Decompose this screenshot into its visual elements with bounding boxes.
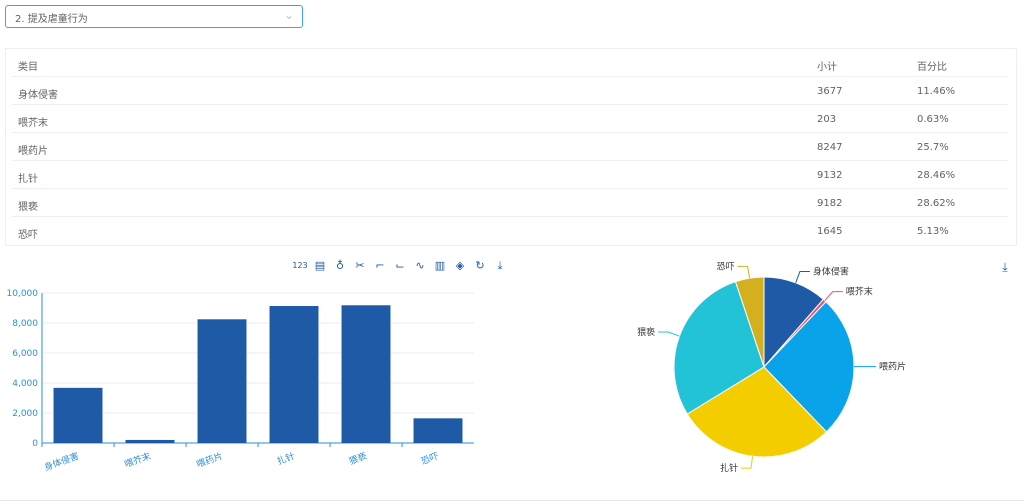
row-count: 1645 [817, 226, 843, 237]
crop-icon[interactable]: ⌐ [375, 259, 385, 272]
row-percent: 11.46% [917, 86, 956, 97]
award-icon[interactable]: ♁ [335, 259, 345, 272]
pie-slice[interactable] [673, 280, 765, 415]
pie-label-line [741, 456, 754, 469]
table-row: 猥亵 9182 28.62% [12, 189, 1008, 217]
header-count: 小计 [817, 62, 837, 73]
bar[interactable] [341, 305, 391, 443]
pie-label-line [658, 331, 680, 337]
row-count: 9132 [817, 170, 843, 181]
x-tick-label: 恐吓 [420, 451, 441, 467]
table-row: 喂芥末 203 0.63% [12, 105, 1008, 133]
row-category: 喂药片 [18, 146, 48, 157]
row-count: 8247 [817, 142, 843, 153]
row-category: 身体侵害 [18, 90, 58, 101]
y-tick-label: 6,000 [12, 349, 38, 359]
line-chart-icon[interactable]: ∿ [415, 259, 425, 272]
table-row: 喂药片 8247 25.7% [12, 133, 1008, 161]
category-select[interactable]: 2. 提及虐童行为 ⌄ [5, 5, 303, 28]
header-category: 类目 [18, 62, 38, 73]
chart-toolbar: 123 ▤ ♁ ✂ ⌐ ⌙ ∿ ▥ ◈ ↻ ⤓ [292, 259, 507, 273]
y-tick-label: 0 [32, 439, 38, 449]
pie-label: 喂芥末 [846, 286, 873, 298]
x-tick-label: 身体侵害 [42, 450, 80, 474]
row-category: 喂芥末 [18, 118, 48, 129]
y-tick-label: 10,000 [7, 289, 39, 299]
refresh-icon[interactable]: ↻ [475, 259, 485, 272]
bar[interactable] [125, 439, 175, 443]
pie-label-line [824, 291, 843, 301]
row-percent: 28.46% [917, 170, 956, 181]
row-count: 203 [817, 114, 837, 125]
bar[interactable] [53, 387, 103, 443]
bar[interactable] [269, 306, 319, 443]
bar-chart: 0 2,000 4,000 6,000 8,000 10,000 身体侵害 喂芥末 喂药片 扎针 猥… [7, 289, 474, 474]
pie-label: 扎针 [720, 462, 738, 474]
x-tick-label: 扎针 [275, 450, 296, 467]
pie-label: 猥亵 [637, 326, 655, 338]
pie-label-line [737, 265, 751, 279]
category-select-value: 2. 提及虐童行为 [15, 14, 88, 25]
bar-chart-icon[interactable]: ▥ [434, 259, 446, 272]
chevron-down-icon: ⌄ [283, 8, 294, 22]
row-count: 3677 [817, 86, 843, 97]
row-percent: 25.7% [917, 142, 949, 153]
table-row: 恐吓 1645 5.13% [12, 217, 1008, 245]
row-percent: 28.62% [917, 198, 956, 209]
summary-table: 类目 小计 百分比 身体侵害 3677 11.46% 喂芥末 203 0.63%… [5, 48, 1017, 246]
row-category: 扎针 [18, 174, 38, 185]
y-tick-label: 8,000 [12, 319, 38, 329]
pie-label: 喂药片 [879, 361, 906, 373]
x-tick-label: 喂芥末 [123, 450, 152, 471]
table-row: 扎针 9132 28.46% [12, 161, 1008, 189]
scissors-icon[interactable]: ✂ [355, 259, 365, 272]
number-icon[interactable]: 123 [292, 261, 308, 270]
bar[interactable] [413, 418, 463, 443]
x-tick-label: 喂药片 [195, 450, 224, 471]
pie-label: 恐吓 [717, 261, 735, 272]
pie-slice[interactable] [763, 276, 825, 369]
pie-slice[interactable] [686, 366, 828, 458]
download-icon[interactable]: ⤓ [1002, 260, 1008, 274]
row-percent: 5.13% [917, 226, 949, 237]
table-row: 身体侵害 3677 11.46% [12, 77, 1008, 105]
divider [0, 500, 1024, 501]
header-percent: 百分比 [917, 62, 947, 73]
y-tick-label: 4,000 [12, 379, 38, 389]
row-category: 恐吓 [18, 230, 38, 241]
row-category: 猥亵 [18, 202, 38, 213]
stack-icon[interactable]: ◈ [455, 259, 465, 272]
y-tick-label: 2,000 [12, 409, 38, 419]
crop-alt-icon[interactable]: ⌙ [395, 259, 405, 272]
x-tick-label: 猥亵 [347, 450, 368, 467]
pie-slice[interactable] [763, 301, 855, 433]
row-percent: 0.63% [917, 114, 949, 125]
bar[interactable] [197, 319, 247, 443]
document-icon[interactable]: ▤ [314, 259, 326, 272]
pie-label-line [795, 271, 810, 283]
table-header-row: 类目 小计 百分比 [12, 49, 1008, 77]
pie-label: 身体侵害 [813, 266, 849, 278]
download-icon[interactable]: ⤓ [497, 259, 503, 272]
row-count: 9182 [817, 198, 843, 209]
